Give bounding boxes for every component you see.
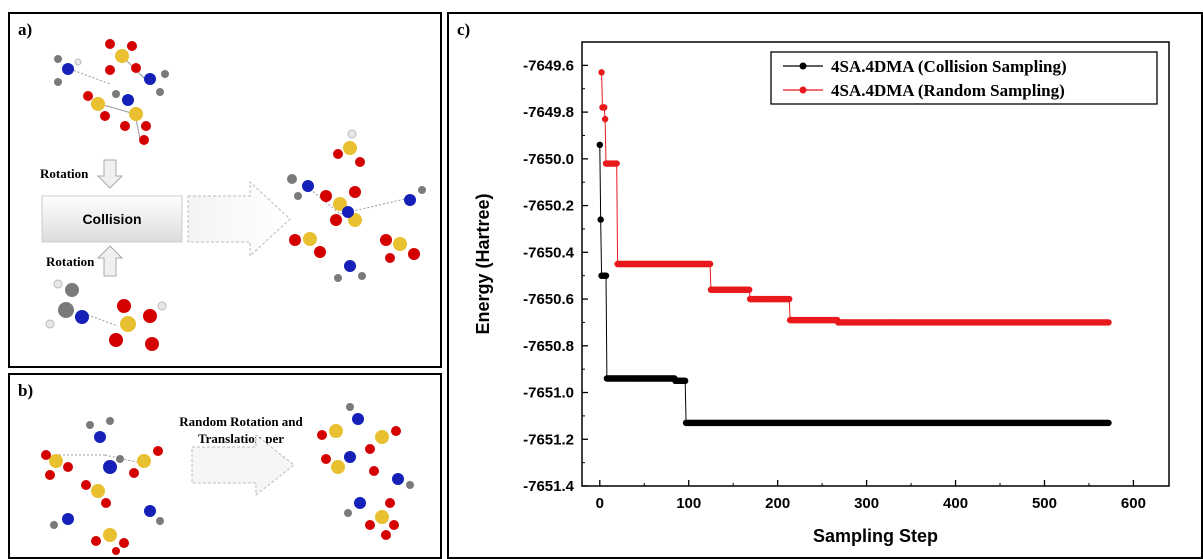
y-tick-label: -7650.8 bbox=[523, 338, 574, 355]
y-tick-label: -7650.6 bbox=[523, 291, 574, 308]
y-tick-label: -7650.4 bbox=[523, 244, 575, 261]
data-point bbox=[681, 377, 689, 385]
data-point bbox=[1105, 319, 1112, 326]
x-tick-label: 500 bbox=[1032, 495, 1057, 512]
series-layer bbox=[596, 69, 1112, 427]
y-tick-label: -7649.8 bbox=[523, 104, 574, 121]
y-tick-label: -7650.0 bbox=[523, 151, 574, 168]
right-arrow-icon bbox=[191, 433, 295, 497]
data-point bbox=[746, 286, 753, 293]
panel-b: b) Random Rotation and Translation per m… bbox=[8, 373, 442, 559]
x-tick-label: 0 bbox=[596, 495, 604, 512]
x-tick-label: 600 bbox=[1121, 495, 1146, 512]
data-point bbox=[786, 295, 793, 303]
y-tick-label: -7651.2 bbox=[523, 431, 574, 448]
y-tick-label: -7651.0 bbox=[523, 385, 574, 402]
random-rotation-line1: Random Rotation and bbox=[179, 414, 303, 429]
legend: 4SA.4DMA (Collision Sampling) 4SA.4DMA (R… bbox=[770, 51, 1158, 105]
panel-a-illustration: Collision bbox=[41, 39, 426, 351]
down-arrow-icon bbox=[96, 159, 124, 189]
energy-chart: 0 100 200 300 400 500 600 -7651.4 -7651.2 -7651.0… bbox=[473, 41, 1170, 546]
panel-c: c) 0 100 200 300 400 500 600 -7651.4 -7651.2 -765… bbox=[447, 12, 1203, 559]
data-point bbox=[596, 141, 603, 149]
right-arrow-icon bbox=[187, 180, 291, 258]
panel-c-label: c) bbox=[457, 20, 471, 39]
up-arrow-icon bbox=[96, 245, 124, 277]
x-tick-label: 200 bbox=[765, 495, 790, 512]
legend-entry-label: 4SA.4DMA (Collision Sampling) bbox=[831, 57, 1067, 76]
molecule-pair-bottom bbox=[45, 279, 167, 351]
data-point bbox=[601, 115, 609, 123]
data-point bbox=[601, 104, 608, 111]
molecule-cluster-right bbox=[287, 129, 426, 282]
collision-box: Collision bbox=[41, 195, 183, 243]
x-axis-title: Sampling Step bbox=[813, 526, 938, 546]
y-tick-label: -7650.2 bbox=[523, 198, 574, 215]
molecule-cluster-right bbox=[317, 403, 414, 540]
y-tick-label: -7651.4 bbox=[523, 478, 575, 495]
data-point bbox=[1105, 419, 1112, 427]
collision-label: Collision bbox=[82, 211, 141, 227]
rotation-top-label: Rotation bbox=[40, 166, 89, 181]
panel-a-label: a) bbox=[18, 20, 33, 39]
panel-b-label: b) bbox=[18, 381, 34, 400]
plot-frame bbox=[581, 41, 1170, 487]
x-tick-label: 100 bbox=[676, 495, 701, 512]
y-axis-title: Energy (Hartree) bbox=[473, 193, 493, 334]
x-tick-label: 400 bbox=[943, 495, 968, 512]
data-point bbox=[706, 260, 714, 268]
data-point bbox=[602, 272, 610, 279]
series-collision bbox=[596, 141, 1112, 427]
molecule-cluster-left bbox=[41, 417, 164, 555]
series-line bbox=[601, 72, 1109, 323]
series-random bbox=[598, 69, 1112, 326]
x-tick-label: 300 bbox=[854, 495, 879, 512]
panel-b-illustration bbox=[41, 403, 414, 555]
legend-swatch-marker bbox=[799, 86, 807, 94]
y-tick-label: -7649.6 bbox=[523, 57, 574, 74]
legend-swatch-marker bbox=[799, 62, 807, 70]
data-point bbox=[598, 69, 605, 76]
axes-layer: 0 100 200 300 400 500 600 -7651.4 -7651.2 -7651.0… bbox=[523, 41, 1170, 512]
legend-entry-label: 4SA.4DMA (Random Sampling) bbox=[831, 81, 1065, 100]
molecule-cluster-top bbox=[54, 39, 169, 145]
panel-a: a) Rotation Rotation Collision bbox=[8, 12, 442, 368]
legend-box bbox=[770, 51, 1158, 105]
rotation-bottom-label: Rotation bbox=[46, 254, 95, 269]
data-point bbox=[597, 216, 604, 223]
data-point bbox=[613, 160, 620, 167]
